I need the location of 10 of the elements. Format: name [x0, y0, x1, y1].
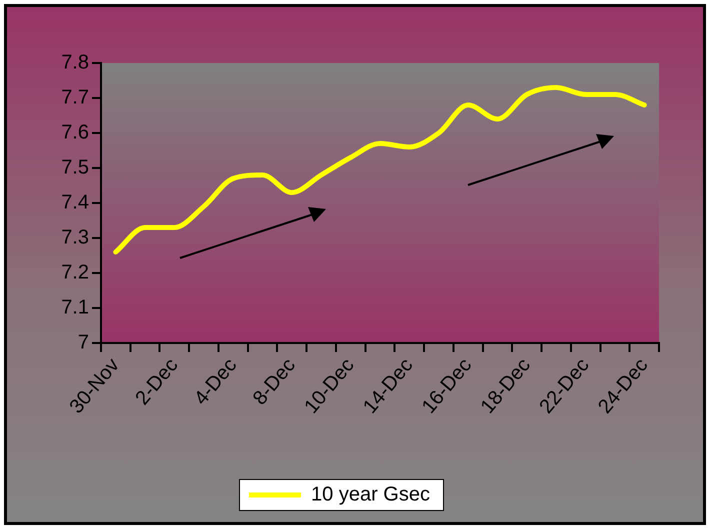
y-tick-label: 7.6: [61, 122, 89, 144]
y-tick-label: 7.5: [61, 156, 89, 179]
y-tick-label: 7.8: [61, 52, 89, 74]
y-tick-label: 7.3: [61, 226, 89, 249]
legend-label: 10 year Gsec: [311, 484, 430, 506]
y-tick-label: 7.7: [61, 86, 89, 109]
y-tick-label: 7.4: [61, 192, 89, 214]
y-tick-label: 7.2: [61, 262, 89, 284]
y-tick-label: 7.1: [61, 296, 89, 319]
y-tick-label: 7: [78, 332, 89, 354]
